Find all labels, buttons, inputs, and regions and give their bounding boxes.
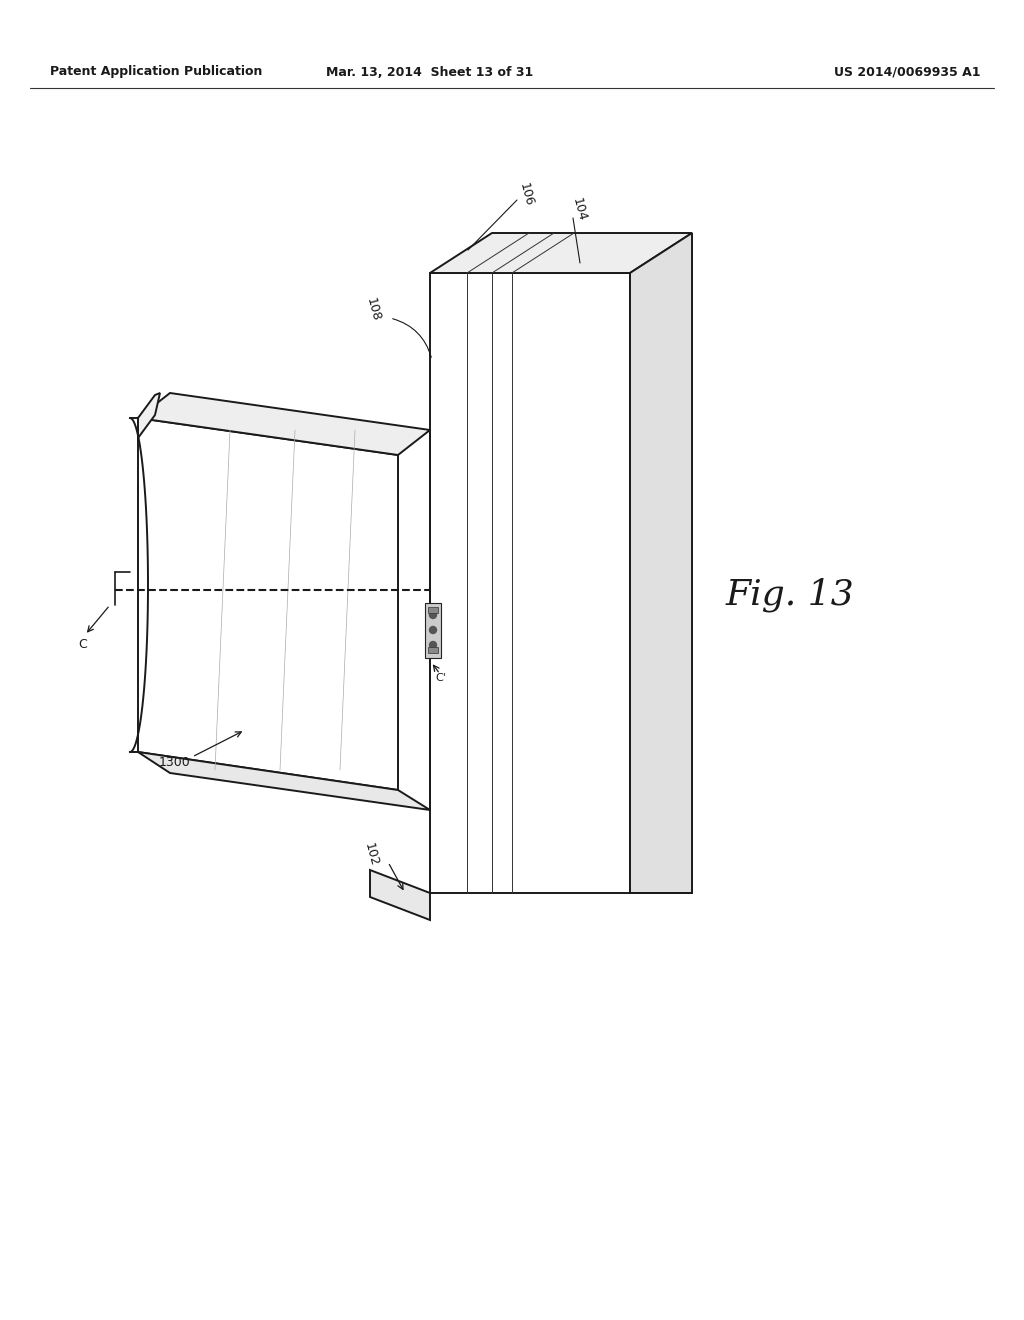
Text: 1300: 1300 (159, 755, 190, 768)
Bar (428, 607, 438, 612)
Text: 102: 102 (361, 842, 380, 869)
Text: 108: 108 (365, 297, 383, 323)
Text: C': C' (435, 673, 445, 682)
Text: 106: 106 (517, 182, 536, 209)
Polygon shape (430, 273, 630, 894)
Text: US 2014/0069935 A1: US 2014/0069935 A1 (834, 66, 980, 78)
Polygon shape (138, 418, 398, 789)
Circle shape (429, 642, 436, 648)
Polygon shape (138, 393, 430, 455)
Text: Patent Application Publication: Patent Application Publication (50, 66, 262, 78)
Text: Mar. 13, 2014  Sheet 13 of 31: Mar. 13, 2014 Sheet 13 of 31 (327, 66, 534, 78)
Circle shape (429, 611, 436, 619)
Text: C: C (79, 639, 87, 652)
Text: Fig. 13: Fig. 13 (726, 578, 854, 612)
Polygon shape (370, 870, 430, 920)
Polygon shape (430, 234, 692, 273)
Polygon shape (425, 603, 441, 657)
Bar (428, 647, 438, 653)
Polygon shape (138, 393, 160, 438)
Circle shape (429, 627, 436, 634)
Text: 104: 104 (570, 197, 589, 223)
Polygon shape (138, 752, 430, 810)
Polygon shape (630, 234, 692, 894)
